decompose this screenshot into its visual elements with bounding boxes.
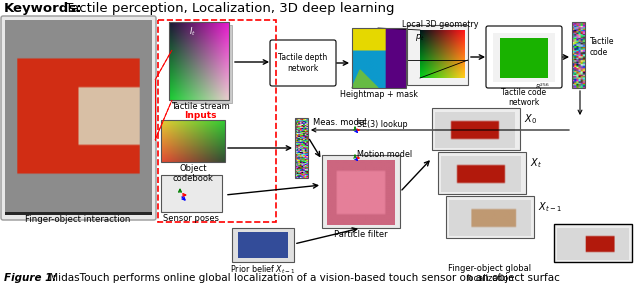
- Bar: [169, 22, 229, 100]
- Text: Keywords:: Keywords:: [4, 2, 83, 15]
- Bar: [352, 28, 406, 88]
- Text: Object
codebook: Object codebook: [173, 164, 213, 183]
- Text: Figure 1:: Figure 1:: [4, 273, 56, 283]
- FancyBboxPatch shape: [270, 40, 336, 86]
- Bar: [161, 120, 225, 162]
- Bar: [158, 20, 276, 222]
- Text: Motion model: Motion model: [357, 150, 412, 159]
- Bar: [438, 152, 526, 194]
- Bar: [446, 196, 534, 238]
- Bar: [232, 228, 294, 262]
- Text: Tactile stream: Tactile stream: [171, 102, 229, 111]
- Text: SE(3) lookup: SE(3) lookup: [357, 120, 408, 129]
- Text: Finger-object interaction: Finger-object interaction: [26, 215, 131, 224]
- Text: $X_t$: $X_t$: [530, 156, 542, 170]
- Text: $p_t$: $p_t$: [415, 32, 425, 43]
- Polygon shape: [352, 70, 378, 88]
- Bar: [407, 25, 468, 85]
- Bar: [161, 175, 222, 212]
- Bar: [295, 118, 308, 178]
- Text: Meas. model: Meas. model: [313, 118, 367, 127]
- Text: Tactile
code: Tactile code: [590, 37, 614, 57]
- Text: $X_{t-1}$: $X_{t-1}$: [538, 200, 562, 214]
- Text: Tactile perception, Localization, 3D deep learning: Tactile perception, Localization, 3D dee…: [61, 2, 394, 15]
- Bar: [322, 155, 400, 228]
- Text: Sensor poses: Sensor poses: [163, 214, 219, 223]
- Text: MidasTouch performs online global localization of a vision-based touch sensor on: MidasTouch performs online global locali…: [46, 273, 560, 283]
- Text: Inputs: Inputs: [184, 111, 216, 120]
- Text: Local 3D geometry: Local 3D geometry: [402, 20, 478, 29]
- Text: Particle filter: Particle filter: [334, 230, 388, 239]
- Bar: [554, 224, 632, 262]
- Text: Heightmap + mask: Heightmap + mask: [340, 90, 418, 99]
- FancyBboxPatch shape: [1, 16, 156, 220]
- Bar: [432, 108, 520, 150]
- Text: Tactile depth
network: Tactile depth network: [278, 53, 328, 73]
- Text: $X_0$: $X_0$: [524, 112, 537, 126]
- Text: $\mathbb{R}^{256}$: $\mathbb{R}^{256}$: [535, 82, 550, 91]
- FancyBboxPatch shape: [486, 26, 562, 88]
- Bar: [169, 22, 229, 100]
- Text: $I_t$: $I_t$: [189, 25, 196, 37]
- Bar: [572, 22, 585, 88]
- Bar: [172, 25, 232, 103]
- Text: Tactile code
network: Tactile code network: [501, 88, 547, 107]
- Text: Prior belief $X_{t-1}$: Prior belief $X_{t-1}$: [230, 264, 296, 277]
- Text: Finger-object global
localization: Finger-object global localization: [449, 264, 532, 283]
